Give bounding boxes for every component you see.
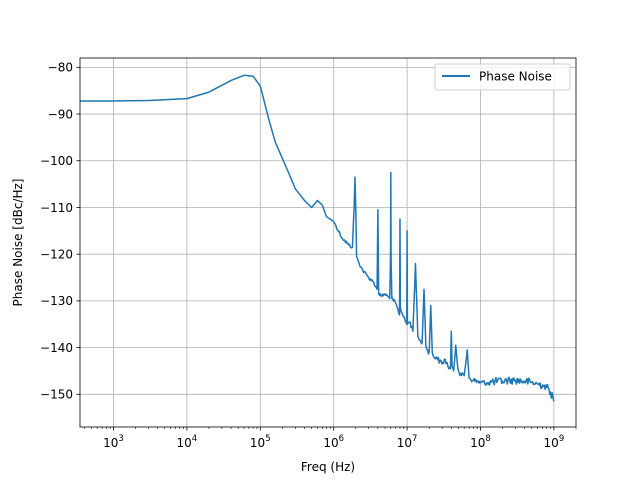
legend-label-phase-noise: Phase Noise — [479, 70, 552, 84]
legend-box — [434, 63, 571, 91]
x-tick-label: 109 — [544, 434, 565, 450]
series-layer — [80, 74, 555, 402]
plot-frame — [79, 57, 577, 428]
y-tick-label: −120 — [40, 247, 73, 261]
y-tick-label: −90 — [48, 107, 73, 121]
legend: Phase Noise — [434, 63, 571, 91]
y-tick-label: −110 — [40, 201, 73, 215]
x-tick-label: 106 — [323, 434, 344, 450]
x-tick-label: 105 — [250, 434, 271, 450]
x-axis-label: Freq (Hz) — [301, 460, 355, 474]
y-tick-label: −140 — [40, 341, 73, 355]
x-tick-label: 103 — [103, 434, 124, 450]
x-tick-label: 107 — [397, 434, 418, 450]
series-line-phase-noise — [80, 74, 555, 402]
y-tick-label: −150 — [40, 388, 73, 402]
ticks: 103 104 105 106 107 108 109 −80 −90 −100 −110 −120 −… — [40, 61, 577, 450]
y-tick-label: −130 — [40, 294, 73, 308]
y-tick-label: −80 — [48, 61, 73, 75]
y-tick-label: −100 — [40, 154, 73, 168]
grid — [80, 58, 576, 427]
x-tick-label: 108 — [470, 434, 491, 450]
x-tick-label: 104 — [177, 434, 198, 450]
y-axis-label: Phase Noise [dBc/Hz] — [11, 179, 25, 307]
